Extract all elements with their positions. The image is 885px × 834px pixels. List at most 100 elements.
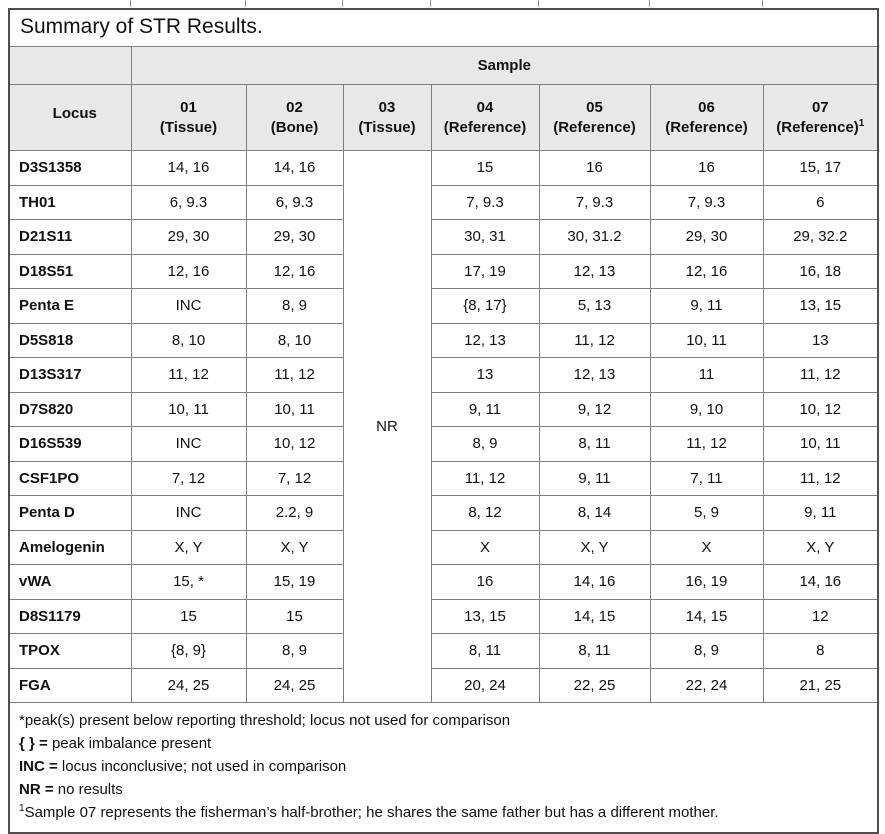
table-row: D21S11 29, 30 29, 30 30, 31 30, 31.2 29, 30 29… <box>8 219 879 255</box>
cell-sample-01: {8, 9} <box>130 633 247 669</box>
cell-sample-05: 14, 15 <box>538 598 651 634</box>
cell-sample-01: 29, 30 <box>130 219 247 255</box>
cell-sample-01: 14, 16 <box>130 150 247 186</box>
column-header-03: 03 (Tissue) <box>342 84 432 151</box>
cell-sample-04: 30, 31 <box>430 219 540 255</box>
cell-sample-06: 16 <box>649 150 764 186</box>
cell-sample-04: 7, 9.3 <box>430 184 540 220</box>
cell-sample-05: 8, 14 <box>538 495 651 531</box>
cell-sample-01: 11, 12 <box>130 357 247 393</box>
locus-cell: D3S1358 <box>8 150 132 186</box>
border-remnant <box>649 0 650 7</box>
cell-sample-05: 7, 9.3 <box>538 184 651 220</box>
cell-sample-05: 8, 11 <box>538 426 651 462</box>
cell-sample-02: 15 <box>245 598 344 634</box>
footnote-nr: NR = no results <box>19 781 123 798</box>
cell-sample-04: 8, 12 <box>430 495 540 531</box>
cell-sample-07: 13 <box>762 322 879 358</box>
cell-sample-05: X, Y <box>538 529 651 565</box>
locus-cell: FGA <box>8 667 132 703</box>
cell-sample-07: 10, 11 <box>762 426 879 462</box>
column-number: 06 <box>698 98 715 116</box>
cell-sample-02: 2.2, 9 <box>245 495 344 531</box>
locus-cell: TH01 <box>8 184 132 220</box>
cell-sample-02: 10, 12 <box>245 426 344 462</box>
table-row: D3S1358 14, 16 14, 16 NR 15 16 16 15, 17 <box>8 150 879 703</box>
column-subtitle: (Tissue) <box>358 118 416 136</box>
cell-sample-04: {8, 17} <box>430 288 540 324</box>
cell-sample-01: 24, 25 <box>130 667 247 703</box>
cell-sample-07: 9, 11 <box>762 495 879 531</box>
cell-sample-04: 8, 11 <box>430 633 540 669</box>
cell-sample-04: 15 <box>430 150 540 186</box>
cell-sample-01: 8, 10 <box>130 322 247 358</box>
cell-sample-05: 12, 13 <box>538 253 651 289</box>
table-title: Summary of STR Results. <box>8 8 879 47</box>
cell-sample-01: 12, 16 <box>130 253 247 289</box>
table-row: CSF1PO 7, 12 7, 12 11, 12 9, 11 7, 11 11, 12 <box>8 460 879 496</box>
column-subtitle: (Bone) <box>270 118 319 136</box>
cell-sample-01: 15 <box>130 598 247 634</box>
locus-cell: Penta E <box>8 288 132 324</box>
cell-sample-02: 8, 10 <box>245 322 344 358</box>
table-row: TH01 6, 9.3 6, 9.3 7, 9.3 7, 9.3 7, 9.3 6 <box>8 184 879 220</box>
cell-sample-06: 9, 10 <box>649 391 764 427</box>
column-header-02: 02 (Bone) <box>245 84 344 151</box>
cell-sample-07: 6 <box>762 184 879 220</box>
column-subtitle: (Reference)1 <box>776 117 865 136</box>
table-row: Penta D INC 2.2, 9 8, 12 8, 14 5, 9 9, 11 <box>8 495 879 531</box>
cell-sample-06: 22, 24 <box>649 667 764 703</box>
cell-sample-05: 30, 31.2 <box>538 219 651 255</box>
locus-column-header: Locus <box>8 84 132 151</box>
footnote-sample07: 1Sample 07 represents the fisherman’s ha… <box>19 803 719 822</box>
locus-cell: D7S820 <box>8 391 132 427</box>
str-results-table: Summary of STR Results. Sample Locus 01 … <box>8 8 880 834</box>
results-tbody: D3S1358 14, 16 14, 16 NR 15 16 16 15, 17 TH01 6, … <box>8 150 879 703</box>
cell-sample-02: 10, 11 <box>245 391 344 427</box>
locus-cell: D5S818 <box>8 322 132 358</box>
nr-merged-cell: NR <box>342 150 432 703</box>
locus-cell: D8S1179 <box>8 598 132 634</box>
cell-sample-02: 12, 16 <box>245 253 344 289</box>
cell-sample-07: 11, 12 <box>762 357 879 393</box>
cell-sample-02: 8, 9 <box>245 288 344 324</box>
cell-sample-04: 17, 19 <box>430 253 540 289</box>
cell-sample-01: INC <box>130 495 247 531</box>
column-number: 04 <box>476 98 494 116</box>
table-row: FGA 24, 25 24, 25 20, 24 22, 25 22, 24 21, 25 <box>8 667 879 703</box>
cell-sample-06: 12, 16 <box>649 253 764 289</box>
border-remnant <box>342 0 343 7</box>
column-number: 01 <box>180 98 197 116</box>
cell-sample-07: 21, 25 <box>762 667 879 703</box>
title-row: Summary of STR Results. <box>8 8 879 47</box>
table-row: D7S820 10, 11 10, 11 9, 11 9, 12 9, 10 10, 12 <box>8 391 879 427</box>
border-remnant <box>762 0 763 7</box>
cell-sample-02: 29, 30 <box>245 219 344 255</box>
locus-cell: D18S51 <box>8 253 132 289</box>
cell-sample-04: X <box>430 529 540 565</box>
column-header-06: 06 (Reference) <box>649 84 764 151</box>
footnote-inc: INC = locus inconclusive; not used in co… <box>19 758 347 775</box>
locus-cell: Amelogenin <box>8 529 132 565</box>
table-row: Amelogenin X, Y X, Y X X, Y X X, Y <box>8 529 879 565</box>
cell-sample-06: 14, 15 <box>649 598 764 634</box>
cell-sample-02: 8, 9 <box>245 633 344 669</box>
column-header-row: Locus 01 (Tissue) 02 (Bone) 03 (Tissue) … <box>8 84 879 151</box>
sample-group-header: Sample <box>130 46 879 85</box>
table-row: D8S1179 15 15 13, 15 14, 15 14, 15 12 <box>8 598 879 634</box>
cell-sample-07: 13, 15 <box>762 288 879 324</box>
document-page: Summary of STR Results. Sample Locus 01 … <box>8 0 880 834</box>
locus-header-spacer <box>8 46 132 85</box>
table-row: D13S317 11, 12 11, 12 13 12, 13 11 11, 12 <box>8 357 879 393</box>
cell-sample-05: 16 <box>538 150 651 186</box>
cell-sample-06: 7, 11 <box>649 460 764 496</box>
table-row: Penta E INC 8, 9 {8, 17} 5, 13 9, 11 13, 15 <box>8 288 879 324</box>
cell-sample-07: 12 <box>762 598 879 634</box>
cell-sample-04: 8, 9 <box>430 426 540 462</box>
footnotes-row: *peak(s) present below reporting thresho… <box>8 702 879 834</box>
cell-sample-05: 9, 11 <box>538 460 651 496</box>
border-remnant <box>130 0 131 7</box>
column-subtitle: (Reference) <box>553 118 636 136</box>
column-subtitle: (Tissue) <box>159 118 218 136</box>
cell-sample-07: 8 <box>762 633 879 669</box>
